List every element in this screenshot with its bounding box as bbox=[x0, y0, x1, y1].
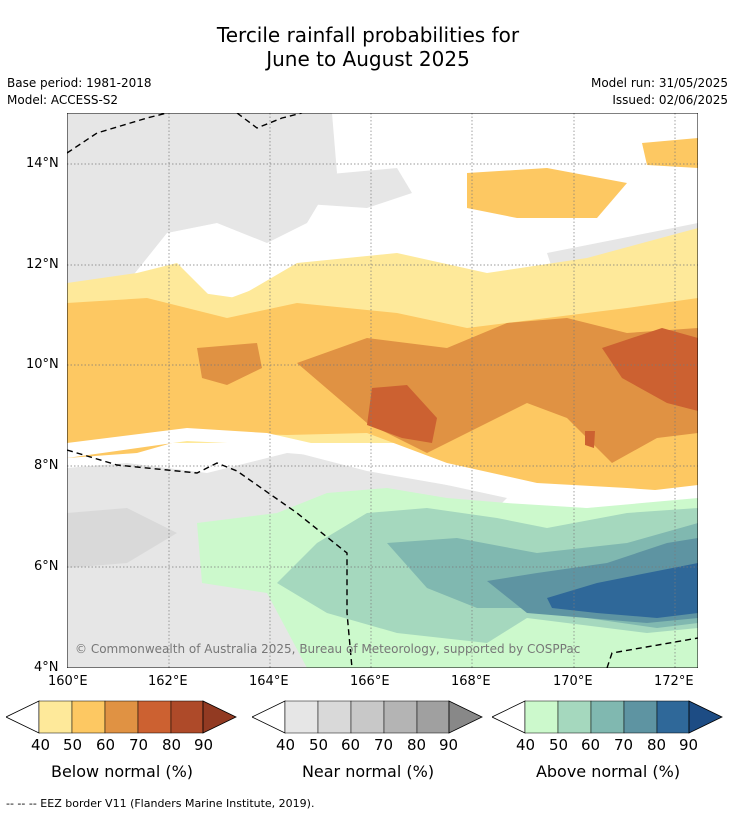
colorbar-tick: 90 bbox=[439, 736, 459, 754]
model-run: Model run: 31/05/2025 bbox=[590, 76, 728, 90]
colorbar-tick: 50 bbox=[63, 736, 83, 754]
colorbar-tick: 70 bbox=[129, 736, 149, 754]
copyright-text: © Commonwealth of Australia 2025, Bureau… bbox=[75, 642, 580, 656]
lon-label: 162°E bbox=[148, 674, 188, 689]
colorbar-tick: 90 bbox=[194, 736, 214, 754]
lat-label: 6°N bbox=[34, 559, 59, 574]
colorbar-tick: 50 bbox=[549, 736, 569, 754]
eez-footnote: -- -- -- EEZ border V11 (Flanders Marine… bbox=[6, 797, 315, 810]
lon-label: 172°E bbox=[654, 674, 694, 689]
lon-label: 166°E bbox=[350, 674, 390, 689]
colorbar-tick: 40 bbox=[276, 736, 296, 754]
lat-label: 4°N bbox=[34, 660, 59, 675]
colorbar-tick: 50 bbox=[309, 736, 329, 754]
colorbar-label-above: Above normal (%) bbox=[535, 762, 681, 781]
map-title-line2: June to August 2025 bbox=[266, 47, 470, 71]
map-title-line1: Tercile rainfall probabilities for bbox=[216, 23, 520, 47]
lon-label: 168°E bbox=[451, 674, 491, 689]
colorbar-near-normal bbox=[252, 700, 483, 734]
colorbar-tick: 40 bbox=[516, 736, 536, 754]
colorbar-tick: 70 bbox=[614, 736, 634, 754]
lon-label: 164°E bbox=[249, 674, 289, 689]
lat-label: 8°N bbox=[34, 458, 59, 473]
colorbar-tick: 70 bbox=[374, 736, 394, 754]
colorbar-tick: 60 bbox=[341, 736, 361, 754]
lon-label: 170°E bbox=[553, 674, 593, 689]
colorbar-above-normal bbox=[492, 700, 723, 734]
lon-label: 160°E bbox=[48, 674, 88, 689]
colorbar-tick: 80 bbox=[162, 736, 182, 754]
colorbar-below-normal bbox=[6, 700, 237, 734]
colorbar-tick: 60 bbox=[96, 736, 116, 754]
colorbar-label-near: Near normal (%) bbox=[301, 762, 435, 781]
eez-border-line bbox=[67, 113, 698, 668]
issued-date: Issued: 02/06/2025 bbox=[612, 93, 728, 107]
colorbar-tick: 80 bbox=[647, 736, 667, 754]
lat-label: 10°N bbox=[26, 357, 59, 372]
lat-label: 14°N bbox=[26, 156, 59, 171]
colorbar-label-below: Below normal (%) bbox=[50, 762, 194, 781]
colorbar-tick: 60 bbox=[581, 736, 601, 754]
colorbar-tick: 40 bbox=[31, 736, 51, 754]
model-name: Model: ACCESS-S2 bbox=[7, 93, 119, 107]
base-period: Base period: 1981-2018 bbox=[7, 76, 152, 90]
colorbar-tick: 90 bbox=[679, 736, 699, 754]
below-normal-70-region bbox=[367, 385, 437, 443]
lat-label: 12°N bbox=[26, 257, 59, 272]
colorbar-tick: 80 bbox=[407, 736, 427, 754]
map-panel: © Commonwealth of Australia 2025, Bureau… bbox=[67, 113, 698, 668]
above-normal-80-region bbox=[547, 563, 698, 618]
near-normal-region bbox=[67, 113, 337, 298]
